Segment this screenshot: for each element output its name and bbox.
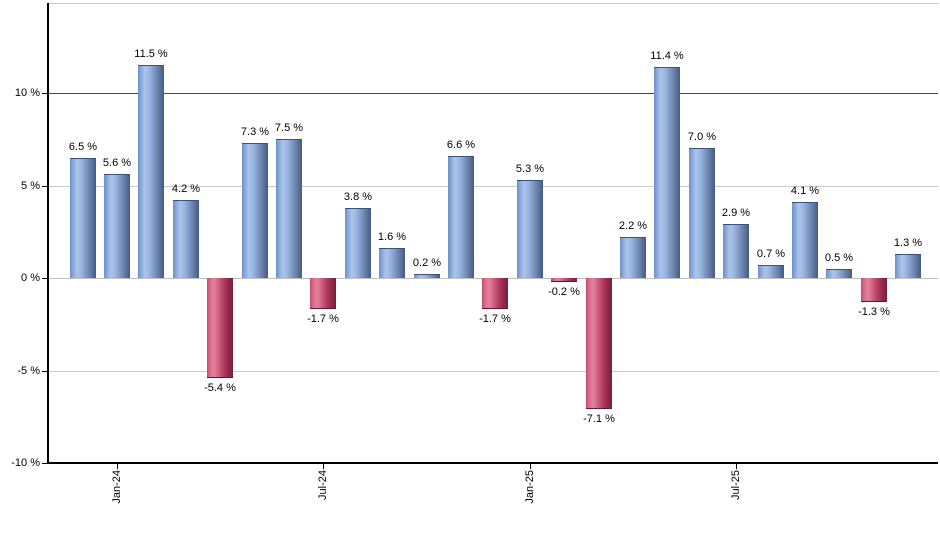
bar-jan-24 [104,174,130,278]
bar-jun-25 [689,148,715,278]
bar-value-label: 3.8 % [343,191,373,203]
y-axis-label: -10 % [11,457,40,469]
x-axis-label: Jan-24 [111,470,123,504]
y-axis-tick [42,371,48,372]
bar-sep-25 [792,202,818,278]
x-axis-label: Jan-25 [524,470,536,504]
bar-value-label: 2.2 % [618,220,648,232]
y-axis-label: -5 % [17,365,40,377]
bar-aug-24 [345,208,371,278]
bar-value-label: 5.6 % [102,157,132,169]
bar-nov-25 [861,278,887,302]
bar-value-label: 0.5 % [824,252,854,264]
y-gridline [49,371,938,372]
bar-value-label: 1.3 % [893,237,923,249]
bar-sep-24 [379,248,405,278]
bar-may-25 [654,67,680,278]
y-gridline [49,186,938,187]
bar-jul-24 [310,278,336,309]
bar-oct-24 [414,274,440,278]
y-axis-label: 0 % [21,272,40,284]
bar-jul-25 [723,224,749,278]
bar-value-label: -1.7 % [307,313,339,325]
y-axis-tick [42,93,48,94]
bar-may-24 [242,143,268,278]
plot-area: 6.5 % 5.6 % 11.5 % 4.2 % -5.4 % 7.3 % 7.5 % -1.… [49,3,938,463]
bar-dec-24 [482,278,508,309]
bar-value-label: 2.9 % [721,207,751,219]
bar-feb-24 [138,65,164,278]
bar-jan-25 [517,180,543,278]
y-axis-line [47,3,49,463]
x-axis-tick [117,464,118,469]
x-axis-tick [323,464,324,469]
bar-dec-25 [895,254,921,278]
x-axis-tick [736,464,737,469]
benchmark-line [49,93,938,94]
bar-value-label: 7.0 % [687,131,717,143]
bar-mar-25 [586,278,612,409]
bar-value-label: 6.6 % [446,139,476,151]
bar-value-label: 4.2 % [171,183,201,195]
bar-value-label: 0.7 % [756,248,786,260]
bar-value-label: 1.6 % [377,231,407,243]
x-axis-line [47,462,938,464]
bar-value-label: -1.3 % [858,306,890,318]
bar-nov-24 [448,156,474,278]
bar-value-label: 5.3 % [515,163,545,175]
bar-mar-24 [173,200,199,278]
bar-apr-24 [207,278,233,378]
x-axis-tick [530,464,531,469]
x-axis-label: Jul-25 [730,470,742,500]
y-axis-tick [42,463,48,464]
bar-oct-25 [826,269,852,278]
bar-value-label: 7.5 % [274,122,304,134]
bar-feb-25 [551,278,577,282]
bar-value-label: -0.2 % [548,286,580,298]
bar-aug-25 [758,265,784,278]
y-axis-tick [42,186,48,187]
y-axis-label: 5 % [21,180,40,192]
bar-apr-25 [620,237,646,278]
bar-value-label: -1.7 % [479,313,511,325]
bar-jun-24 [276,139,302,278]
bar-value-label: 0.2 % [412,257,442,269]
bar-value-label: 6.5 % [68,141,98,153]
bar-value-label: 7.3 % [240,126,270,138]
bar-value-label: 4.1 % [790,185,820,197]
y-axis-label: 10 % [14,87,40,99]
plot-top-border [49,3,938,4]
bar-dec-23 [70,158,96,278]
bar-value-label: 11.4 % [650,50,684,62]
x-axis-label: Jul-24 [317,470,329,500]
y-axis-tick [42,278,48,279]
bar-value-label: 11.5 % [134,48,168,60]
bar-value-label: -5.4 % [204,382,236,394]
bar-value-label: -7.1 % [583,413,615,425]
